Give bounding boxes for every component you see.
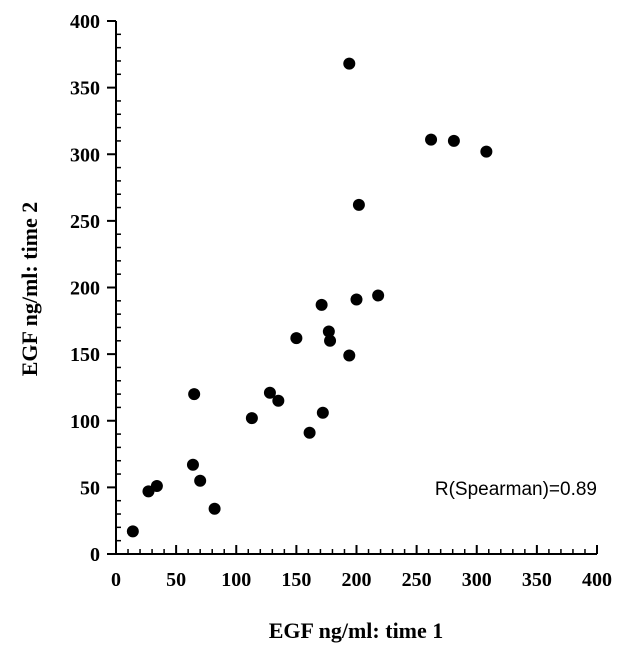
data-point <box>188 388 201 401</box>
x-tick-label: 350 <box>522 569 552 591</box>
y-tick-label: 150 <box>70 344 100 366</box>
y-tick-label: 200 <box>70 278 100 300</box>
data-point <box>447 134 460 147</box>
data-point <box>315 298 328 311</box>
y-tick-label: 0 <box>90 544 100 566</box>
data-point <box>324 334 337 347</box>
data-point <box>350 293 363 306</box>
data-point <box>208 502 221 515</box>
data-point <box>272 394 285 407</box>
data-point <box>316 406 329 419</box>
data-points <box>126 57 493 538</box>
data-point <box>372 289 385 302</box>
data-point <box>290 332 303 345</box>
data-point <box>343 349 356 362</box>
data-point <box>352 198 365 211</box>
data-point <box>425 133 438 146</box>
data-point <box>126 525 139 538</box>
y-tick-label: 50 <box>80 477 100 499</box>
x-tick-label: 0 <box>111 569 121 591</box>
y-tick-label: 350 <box>70 78 100 100</box>
data-point <box>303 426 316 439</box>
x-tick-label: 100 <box>221 569 251 591</box>
x-tick-label: 50 <box>166 569 186 591</box>
y-tick-label: 250 <box>70 211 100 233</box>
axes <box>115 21 597 555</box>
x-tick-label: 400 <box>582 569 612 591</box>
x-tick-label: 150 <box>281 569 311 591</box>
data-point <box>186 458 199 471</box>
x-tick-label: 200 <box>342 569 372 591</box>
spearman-annotation: R(Spearman)=0.89 <box>435 479 597 500</box>
y-tick-label: 300 <box>70 144 100 166</box>
y-tick-label: 100 <box>70 411 100 433</box>
x-tick-label: 300 <box>462 569 492 591</box>
data-point <box>343 57 356 70</box>
tick-labels: 0 50 100 150 200 250 300 350 400 0 50 100 150 200 250 3… <box>70 11 612 591</box>
x-axis-title: EGF ng/ml: time 1 <box>269 618 444 643</box>
data-point <box>263 386 276 399</box>
x-tick-label: 250 <box>402 569 432 591</box>
data-point <box>150 480 163 493</box>
y-axis-title: EGF ng/ml: time 2 <box>17 202 42 377</box>
data-point <box>322 325 335 338</box>
data-point <box>194 474 207 487</box>
y-tick-label: 400 <box>70 11 100 33</box>
tick-marks <box>107 20 598 555</box>
data-point <box>480 145 493 158</box>
data-point <box>245 412 258 425</box>
